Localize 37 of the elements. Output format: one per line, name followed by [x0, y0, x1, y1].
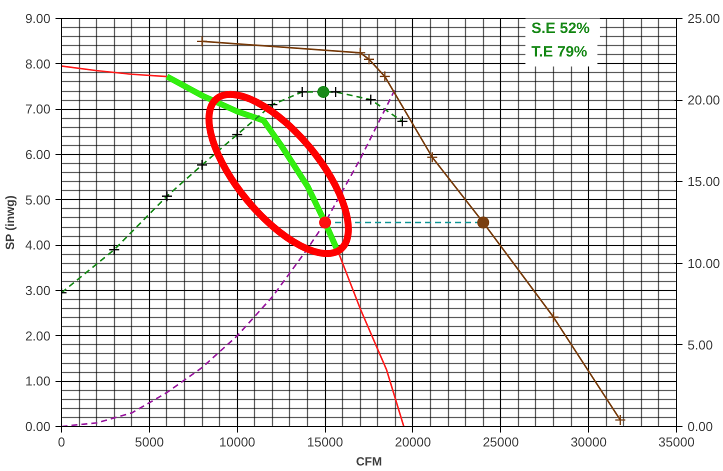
x-tick-label: 20000	[394, 434, 432, 450]
y-tick-label: 0.00	[25, 419, 51, 434]
x-tick-label: 25000	[482, 434, 519, 450]
y2-tick-label: 20.00	[688, 92, 720, 108]
y-tick-label: 4.00	[25, 238, 51, 253]
y2-tick-label: 25.00	[688, 11, 720, 26]
y2-tick-label: 10.00	[688, 256, 720, 271]
y-axis-title: SP (inwg)	[3, 195, 18, 250]
point	[354, 47, 366, 58]
y-tick-label: 9.00	[25, 11, 51, 26]
point	[426, 152, 438, 163]
y-tick-label: 6.00	[25, 147, 51, 162]
x-axis-title: CFM	[356, 454, 382, 468]
point	[379, 70, 390, 82]
y2-tick-label: 0.00	[688, 419, 713, 434]
point	[363, 54, 375, 65]
y-tick-label: 5.00	[25, 192, 51, 208]
annotation: T.E 79%	[531, 44, 588, 61]
point	[317, 86, 330, 98]
x-tick-label: 30000	[570, 434, 607, 450]
annotation: S.E 52%	[531, 20, 590, 37]
x-tick-label: 35000	[658, 434, 695, 450]
y-tick-label: 2.00	[25, 328, 51, 344]
y-tick-label: 8.00	[25, 56, 51, 72]
x-tick-label: 5000	[134, 434, 164, 450]
point	[196, 36, 208, 47]
y2-tick-label: 5.00	[688, 337, 713, 352]
y-tick-label: 7.00	[25, 102, 51, 117]
x-tick-label: 10000	[219, 434, 256, 450]
point	[319, 216, 332, 228]
x-tick-label: 15000	[306, 434, 344, 450]
x-tick-label: 0	[58, 434, 66, 450]
y-tick-label: 3.00	[25, 283, 51, 298]
y-tick-label: 1.00	[25, 374, 51, 389]
y2-tick-label: 15.00	[688, 174, 720, 190]
point	[548, 312, 560, 323]
point	[614, 414, 626, 426]
